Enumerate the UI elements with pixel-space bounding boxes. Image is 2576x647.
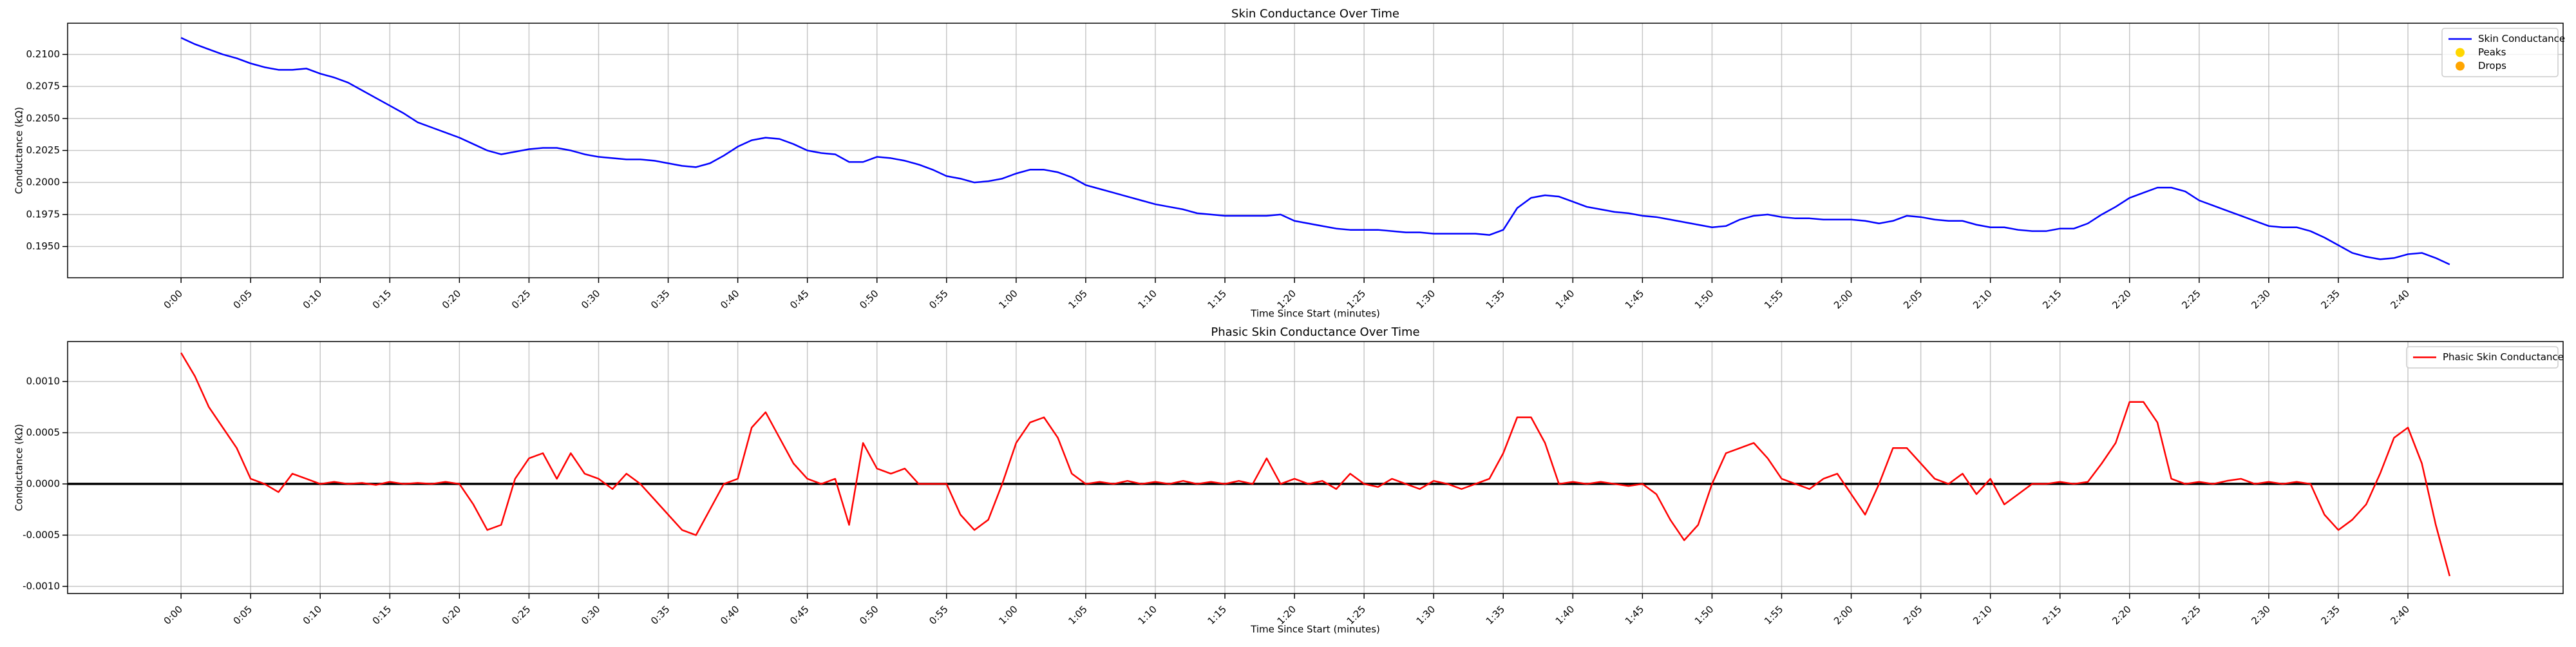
legend-box <box>2441 28 2559 77</box>
y-tick-label: 0.0005 <box>26 427 61 438</box>
legend-label: Skin Conductance <box>2478 33 2565 44</box>
chart-title: Skin Conductance Over Time <box>1231 7 1399 21</box>
data-line <box>180 352 2451 577</box>
data-line <box>180 37 2450 266</box>
x-axis-label: Time Since Start (minutes) <box>1250 624 1380 635</box>
y-tick-label: 0.2100 <box>26 48 61 60</box>
legend-label: Phasic Skin Conductance <box>2443 351 2564 363</box>
y-tick-label: 0.2000 <box>26 177 61 188</box>
y-tick-label: 0.0000 <box>26 478 61 489</box>
legend-marker <box>2456 61 2465 71</box>
legend-marker <box>2456 48 2465 57</box>
y-tick-label: 0.0010 <box>26 375 61 387</box>
y-axis-label: Conductance (kΩ) <box>14 424 25 511</box>
axes-frame <box>67 23 2564 278</box>
legend-label: Peaks <box>2478 46 2506 58</box>
y-tick-label: 0.2025 <box>26 144 61 156</box>
y-axis-label: Conductance (kΩ) <box>14 107 25 194</box>
legend: Phasic Skin Conductance <box>2406 346 2564 369</box>
legend-box <box>2406 346 2559 369</box>
y-tick-label: 0.2050 <box>26 112 61 124</box>
y-tick-label: -0.0005 <box>23 529 60 541</box>
y-tick-label: 0.1950 <box>26 240 61 252</box>
subplot: 0:00 0:05 0:10 0:15 0:20 0:25 0:30 0:35 0:40 0:45… <box>14 325 2564 635</box>
y-tick-label: 0.2075 <box>26 81 61 92</box>
axes-frame <box>67 341 2564 594</box>
legend-label: Drops <box>2478 60 2506 72</box>
chart-title: Phasic Skin Conductance Over Time <box>1211 325 1419 339</box>
x-axis-label: Time Since Start (minutes) <box>1250 308 1380 320</box>
y-tick-label: -0.0010 <box>23 580 60 592</box>
y-tick-label: 0.1975 <box>26 208 61 220</box>
legend: Skin Conductance Peaks Drops <box>2441 28 2565 77</box>
